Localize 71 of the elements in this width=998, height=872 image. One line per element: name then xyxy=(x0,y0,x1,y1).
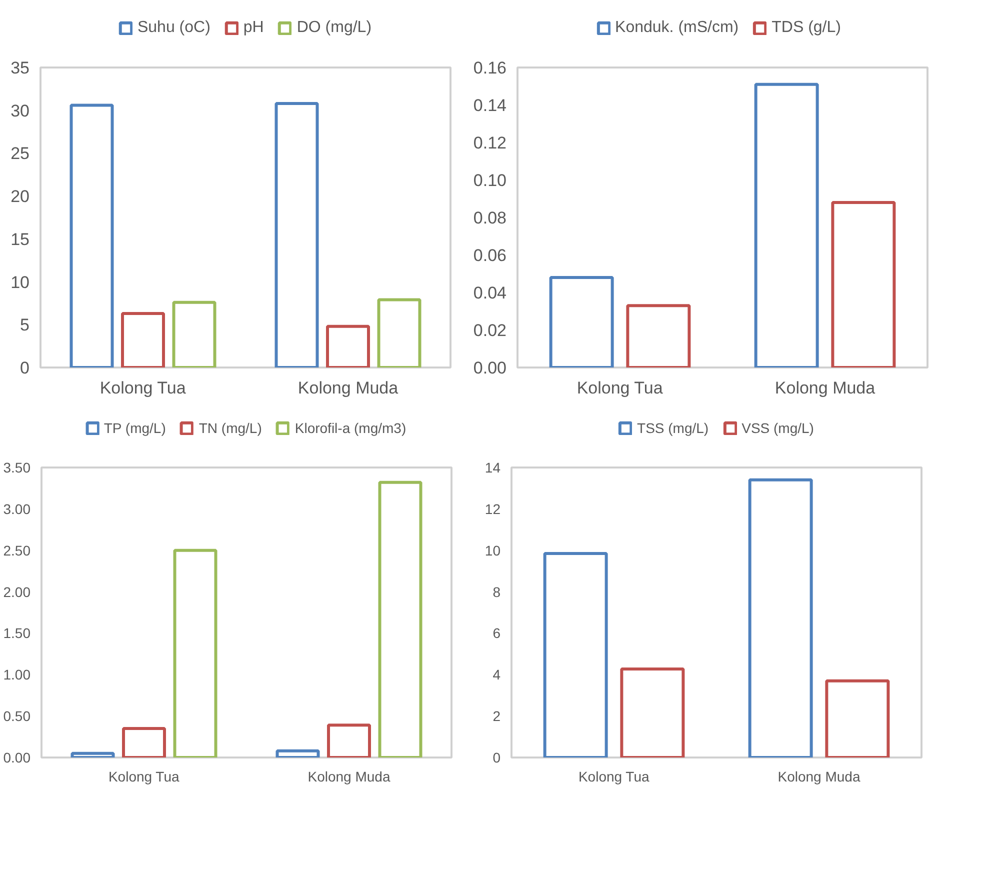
bar xyxy=(172,300,216,368)
y-tick-label: 2.50 xyxy=(3,542,31,558)
bar xyxy=(620,668,685,758)
bar xyxy=(378,480,422,758)
x-tick-label: Kolong Muda xyxy=(774,378,876,398)
bar xyxy=(122,727,166,758)
bar xyxy=(549,276,614,368)
y-tick-label: 0.16 xyxy=(473,58,507,78)
y-tick-label: 35 xyxy=(10,58,30,78)
legend-label: TP (mg/L) xyxy=(104,420,166,436)
y-tick-label: 4 xyxy=(492,666,501,683)
legend-label: Klorofil-a (mg/m3) xyxy=(294,420,406,436)
legend-label: Konduk. (mS/cm) xyxy=(615,18,739,36)
x-tick-label: Kolong Muda xyxy=(298,378,399,398)
bar xyxy=(626,304,691,368)
bar xyxy=(276,749,320,758)
y-tick-label: 0.02 xyxy=(473,321,507,340)
y-tick-label: 5 xyxy=(20,316,30,335)
y-tick-label: 15 xyxy=(10,230,30,249)
y-tick-label: 0.04 xyxy=(473,284,507,302)
legend-label: VSS (mg/L) xyxy=(742,420,814,436)
legend-label: pH xyxy=(243,18,264,36)
bar xyxy=(70,104,114,368)
bar xyxy=(831,201,896,368)
y-tick-label: 12 xyxy=(484,500,501,517)
bar xyxy=(70,752,115,758)
x-tick-label: Kolong Tua xyxy=(578,768,650,784)
bar xyxy=(121,312,165,368)
y-tick-label: 0 xyxy=(20,358,30,378)
legend-label: TN (mg/L) xyxy=(198,420,262,436)
y-tick-label: 14 xyxy=(484,460,501,476)
y-tick-label: 1.50 xyxy=(3,625,31,642)
bar xyxy=(754,82,819,368)
y-tick-label: 0 xyxy=(492,750,501,766)
y-tick-label: 6 xyxy=(492,625,501,642)
y-tick-label: 25 xyxy=(10,144,30,164)
legend-label: TDS (g/L) xyxy=(772,18,841,36)
x-tick-label: Kolong Tua xyxy=(576,378,664,398)
y-tick-label: 0.06 xyxy=(473,246,507,265)
x-tick-label: Kolong Tua xyxy=(108,768,180,784)
y-tick-label: 10 xyxy=(484,542,501,558)
bar xyxy=(327,724,371,758)
y-tick-label: 0.50 xyxy=(3,708,31,724)
y-tick-label: 0.00 xyxy=(3,750,31,766)
y-tick-label: 0.12 xyxy=(473,134,507,152)
legend-label: TSS (mg/L) xyxy=(637,420,709,436)
y-tick-label: 3.00 xyxy=(3,500,31,517)
y-tick-label: 2.00 xyxy=(3,584,31,600)
x-tick-label: Kolong Tua xyxy=(100,378,186,398)
y-tick-label: 1.00 xyxy=(3,666,31,683)
x-tick-label: Kolong Muda xyxy=(308,768,390,784)
y-tick-label: 3.50 xyxy=(3,460,31,476)
y-tick-label: 0.14 xyxy=(473,96,507,115)
y-tick-label: 0.00 xyxy=(473,358,507,378)
bar xyxy=(173,548,218,758)
y-tick-label: 2 xyxy=(492,708,501,724)
y-tick-label: 0.10 xyxy=(473,171,507,190)
y-tick-label: 10 xyxy=(10,272,30,292)
y-tick-label: 0.08 xyxy=(473,208,507,228)
y-tick-label: 8 xyxy=(492,584,501,600)
bar xyxy=(274,102,319,368)
y-tick-label: 30 xyxy=(10,101,30,120)
bar xyxy=(748,478,813,758)
bar xyxy=(825,679,890,758)
legend-label: DO (mg/L) xyxy=(296,18,372,36)
x-tick-label: Kolong Muda xyxy=(778,768,860,784)
legend-label: Suhu (oC) xyxy=(137,18,210,36)
bar xyxy=(543,552,608,758)
bar xyxy=(377,298,422,368)
bar xyxy=(326,324,370,368)
y-tick-label: 20 xyxy=(10,187,30,206)
